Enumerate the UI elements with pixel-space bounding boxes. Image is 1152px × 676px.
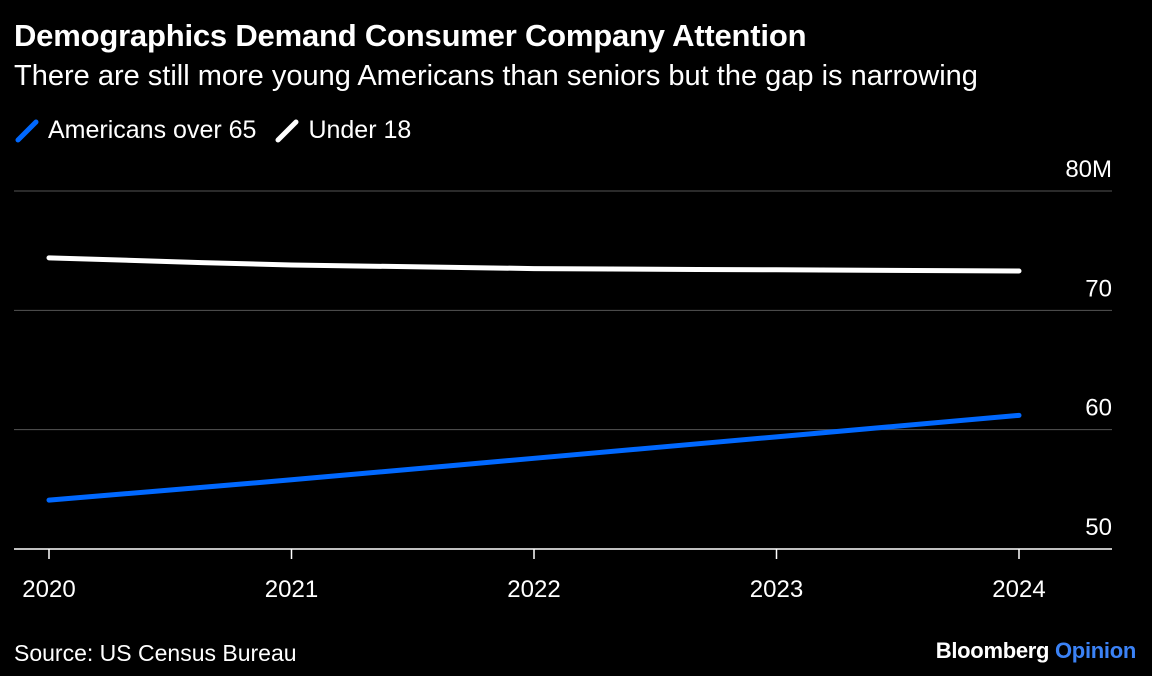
chart-title: Demographics Demand Consumer Company Att… xyxy=(14,18,807,53)
brand-primary: Bloomberg xyxy=(935,638,1050,663)
legend-swatch-over-65 xyxy=(15,119,39,142)
x-tick-label-2022: 2022 xyxy=(507,576,560,603)
x-tick-label-2021: 2021 xyxy=(265,576,318,603)
source-note: Source: US Census Bureau xyxy=(14,640,297,666)
legend-label-over-65: Americans over 65 xyxy=(48,116,257,144)
legend-item-under-18: Under 18 xyxy=(274,116,411,145)
legend-swatch-under-18 xyxy=(275,119,299,142)
y-tick-label-60: 60 xyxy=(1085,395,1112,422)
y-tick-label-50: 50 xyxy=(1085,514,1112,541)
x-tick-label-2020: 2020 xyxy=(22,576,75,603)
brand-logo: Bloomberg Opinion xyxy=(935,638,1137,664)
x-tick-label-2023: 2023 xyxy=(750,576,803,603)
series-line-0 xyxy=(46,412,1022,503)
y-tick-label-80: 80M xyxy=(1065,156,1112,183)
legend: Americans over 65 Under 18 xyxy=(14,116,429,145)
y-tick-label-70: 70 xyxy=(1085,275,1112,302)
grid-lines xyxy=(14,190,1112,550)
chart-subtitle: There are still more young Americans tha… xyxy=(14,60,978,92)
x-axis: 2020 2021 2022 2023 2024 xyxy=(22,549,1046,603)
y-axis-tick-labels: 50 60 70 80M xyxy=(1065,156,1112,541)
legend-label-under-18: Under 18 xyxy=(308,116,412,144)
x-tick-label-2024: 2024 xyxy=(992,576,1045,603)
legend-item-over-65: Americans over 65 xyxy=(14,116,256,145)
series-line-1 xyxy=(46,255,1022,274)
brand-secondary: Opinion xyxy=(1055,638,1136,663)
series-lines xyxy=(46,255,1022,503)
